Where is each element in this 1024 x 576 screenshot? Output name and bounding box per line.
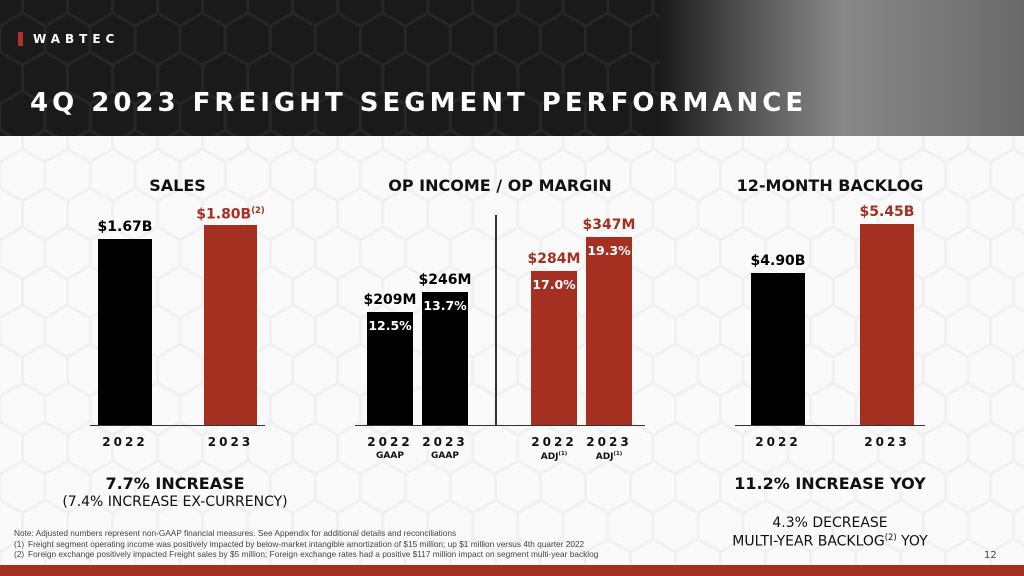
bar — [98, 239, 152, 425]
value-text: $5.45B — [859, 204, 915, 220]
chart-title: OP INCOME / OP MARGIN — [388, 176, 612, 195]
category-sublabel: GAAP — [412, 451, 478, 461]
value-label: $209M — [347, 292, 433, 308]
note: Note: Adjusted numbers represent non-GAA… — [14, 528, 457, 538]
footer-bar — [0, 565, 1024, 576]
note-index: (2) — [14, 549, 25, 559]
footnote-ref: (2) — [884, 532, 897, 542]
margin-label: 13.7% — [423, 297, 467, 313]
value-text: $209M — [363, 291, 417, 308]
value-label: $1.80B(2) — [184, 205, 277, 223]
sub-text: YOY — [896, 533, 928, 550]
category-label: 2023 — [422, 435, 468, 449]
category-label: 2023 — [864, 435, 910, 449]
bar — [422, 291, 468, 425]
note-2: Foreign exchange positively impacted Fre… — [28, 549, 599, 559]
margin-label: 17.0% — [532, 277, 576, 293]
divider — [495, 215, 497, 425]
sublabel-text: GAAP — [376, 451, 404, 461]
note-1: Freight segment operating income was pos… — [28, 538, 585, 549]
category-label: 2023 — [586, 435, 632, 449]
value-text: $284M — [527, 251, 581, 268]
value-label: $246M — [402, 272, 488, 288]
category-label: 2022 — [531, 435, 577, 449]
footnote-ref: (2) — [251, 205, 265, 215]
value-text: $246M — [418, 271, 472, 288]
wabtec-logo: WABTEC — [18, 32, 119, 46]
value-text: $4.90B — [750, 252, 806, 269]
bar — [367, 311, 413, 425]
backlog-summary-sub1: 4.3% DECREASE — [772, 515, 888, 531]
category-label: 2022 — [367, 435, 413, 449]
margin-label: 12.5% — [368, 317, 412, 333]
value-label: $4.90B — [731, 253, 825, 269]
value-text: $1.67B — [97, 219, 153, 236]
category-sublabel: ADJ(1) — [576, 451, 642, 462]
note-index: (1) — [14, 538, 25, 549]
sublabel-text: GAAP — [431, 451, 459, 461]
footnote-ref: (1) — [613, 451, 623, 457]
footnote-ref: (1) — [558, 451, 568, 457]
footnotes: Note: Adjusted numbers represent non-GAA… — [14, 528, 598, 560]
sales-summary-sub: (7.4% INCREASE EX-CURRENCY) — [62, 494, 288, 510]
value-text: $347M — [582, 217, 636, 233]
x-axis — [90, 425, 265, 426]
bar — [204, 225, 257, 425]
value-label: $1.67B — [78, 219, 172, 235]
page-number: 12 — [984, 550, 997, 561]
chart-title: SALES — [149, 176, 206, 195]
bar — [531, 271, 577, 425]
category-label: 2022 — [755, 435, 801, 449]
sales-summary: 7.7% INCREASE — [105, 474, 245, 493]
category-label: 2023 — [207, 435, 254, 449]
sublabel-text: ADJ — [595, 452, 614, 462]
value-label: $284M — [511, 251, 597, 267]
x-axis — [355, 425, 645, 426]
margin-label: 19.3% — [587, 243, 631, 258]
category-sublabel: GAAP — [357, 451, 423, 461]
value-text: $1.80B — [196, 206, 252, 223]
backlog-summary-sub2: MULTI-YEAR BACKLOG(2) YOY — [700, 532, 960, 550]
logo-text: WABTEC — [33, 32, 120, 46]
header-banner: WABTEC 4Q 2023 FREIGHT SEGMENT PERFORMAN… — [0, 0, 1024, 136]
bar — [586, 237, 632, 425]
value-label: $347M — [566, 217, 652, 233]
page-title: 4Q 2023 FREIGHT SEGMENT PERFORMANCE — [30, 88, 808, 118]
train-photo — [660, 0, 1024, 136]
backlog-summary: 11.2% INCREASE YOY — [734, 474, 926, 493]
bar — [860, 224, 914, 425]
sublabel-text: ADJ — [540, 452, 559, 462]
value-label: $5.45B — [840, 204, 934, 220]
category-sublabel: ADJ(1) — [521, 451, 587, 462]
sub-text: MULTI-YEAR BACKLOG — [732, 533, 885, 550]
category-label: 2022 — [102, 435, 148, 449]
bar — [751, 272, 805, 425]
x-axis — [735, 425, 925, 426]
chart-title: 12-MONTH BACKLOG — [736, 176, 924, 195]
